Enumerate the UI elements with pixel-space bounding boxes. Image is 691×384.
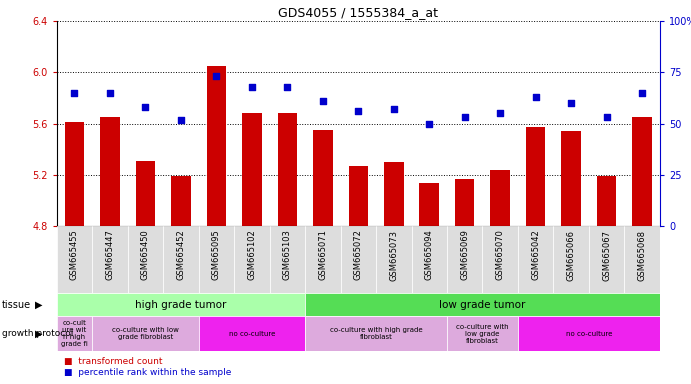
Point <box>388 106 399 113</box>
Bar <box>234 226 269 293</box>
Bar <box>57 226 92 293</box>
Bar <box>305 293 660 316</box>
Text: growth protocol: growth protocol <box>2 329 73 338</box>
Text: GSM665094: GSM665094 <box>425 230 434 280</box>
Text: co-culture with
low grade
fibroblast: co-culture with low grade fibroblast <box>456 324 509 344</box>
Bar <box>92 226 128 293</box>
Bar <box>447 226 482 293</box>
Point <box>424 121 435 127</box>
Bar <box>305 316 447 351</box>
Text: GSM665452: GSM665452 <box>176 230 185 280</box>
Bar <box>57 316 92 351</box>
Bar <box>491 170 510 226</box>
Bar <box>341 226 376 293</box>
Bar <box>92 316 198 351</box>
Text: high grade tumor: high grade tumor <box>135 300 227 310</box>
Point <box>140 104 151 110</box>
Point <box>530 94 541 100</box>
Text: co-cult
ure wit
h high
grade fi: co-cult ure wit h high grade fi <box>61 320 88 348</box>
Point <box>246 84 257 90</box>
Text: GSM665072: GSM665072 <box>354 230 363 280</box>
Bar <box>348 166 368 226</box>
Bar <box>128 226 163 293</box>
Point <box>352 108 363 114</box>
Bar <box>482 226 518 293</box>
Text: tissue: tissue <box>2 300 31 310</box>
Bar <box>57 293 305 316</box>
Point <box>282 84 293 90</box>
Text: GSM665095: GSM665095 <box>212 230 221 280</box>
Text: ▶: ▶ <box>35 300 42 310</box>
Bar <box>526 127 545 226</box>
Point <box>104 90 115 96</box>
Text: GSM665450: GSM665450 <box>141 230 150 280</box>
Text: no co-culture: no co-culture <box>229 331 275 337</box>
Point <box>69 90 80 96</box>
Point <box>176 116 187 122</box>
Text: GSM665066: GSM665066 <box>567 230 576 281</box>
Text: ■  transformed count: ■ transformed count <box>64 357 162 366</box>
Text: GSM665067: GSM665067 <box>602 230 611 281</box>
Bar <box>135 161 155 226</box>
Bar <box>632 117 652 226</box>
Bar <box>163 226 198 293</box>
Bar <box>589 226 625 293</box>
Text: GSM665070: GSM665070 <box>495 230 504 280</box>
Point <box>601 114 612 121</box>
Bar <box>313 130 332 226</box>
Text: co-culture with low
grade fibroblast: co-culture with low grade fibroblast <box>112 328 179 340</box>
Point <box>495 110 506 116</box>
Bar <box>242 113 262 226</box>
Bar <box>561 131 581 226</box>
Bar <box>384 162 404 226</box>
Bar <box>207 66 226 226</box>
Bar <box>278 113 297 226</box>
Bar <box>553 226 589 293</box>
Text: GSM665103: GSM665103 <box>283 230 292 280</box>
Bar <box>65 122 84 226</box>
Text: GSM665068: GSM665068 <box>638 230 647 281</box>
Text: GSM665042: GSM665042 <box>531 230 540 280</box>
Title: GDS4055 / 1555384_a_at: GDS4055 / 1555384_a_at <box>278 5 438 18</box>
Bar <box>269 226 305 293</box>
Point <box>636 90 647 96</box>
Text: no co-culture: no co-culture <box>566 331 612 337</box>
Bar <box>625 226 660 293</box>
Text: GSM665102: GSM665102 <box>247 230 256 280</box>
Point <box>317 98 328 104</box>
Bar <box>455 179 475 226</box>
Bar <box>305 226 341 293</box>
Text: low grade tumor: low grade tumor <box>439 300 526 310</box>
Text: GSM665455: GSM665455 <box>70 230 79 280</box>
Bar <box>198 316 305 351</box>
Point <box>566 100 577 106</box>
Bar <box>100 117 120 226</box>
Bar <box>376 226 412 293</box>
Bar <box>518 226 553 293</box>
Point <box>460 114 471 121</box>
Bar <box>518 316 660 351</box>
Bar <box>419 183 439 226</box>
Text: ▶: ▶ <box>35 329 42 339</box>
Point <box>211 73 222 79</box>
Bar <box>597 176 616 226</box>
Bar <box>412 226 447 293</box>
Text: co-culture with high grade
fibroblast: co-culture with high grade fibroblast <box>330 328 422 340</box>
Text: GSM665073: GSM665073 <box>389 230 398 281</box>
Text: GSM665071: GSM665071 <box>319 230 328 280</box>
Bar <box>447 316 518 351</box>
Text: GSM665069: GSM665069 <box>460 230 469 280</box>
Bar <box>198 226 234 293</box>
Text: GSM665447: GSM665447 <box>106 230 115 280</box>
Text: ■  percentile rank within the sample: ■ percentile rank within the sample <box>64 369 231 377</box>
Bar <box>171 176 191 226</box>
